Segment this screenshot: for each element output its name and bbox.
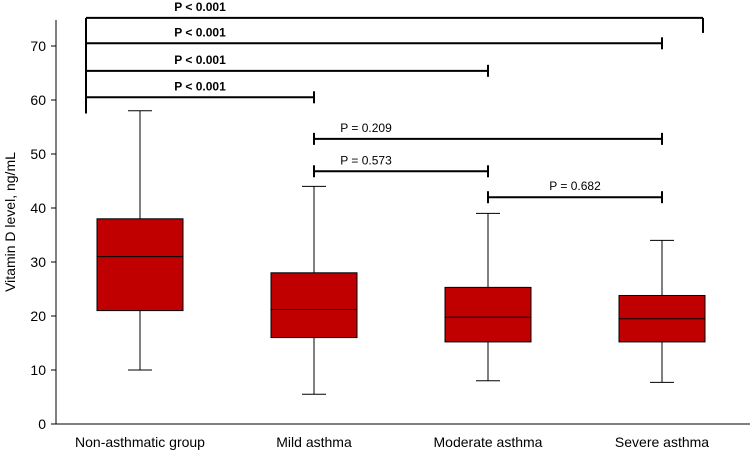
p-value-label: P < 0.001 [174, 53, 226, 67]
comparison-3: P < 0.001 [85, 53, 489, 114]
y-tick-label: 40 [30, 200, 46, 216]
box-4 [618, 239, 706, 383]
p-value-label: P < 0.001 [174, 79, 226, 93]
p-value-label: P < 0.001 [174, 0, 226, 14]
comparison-7: P = 0.682 [487, 179, 663, 204]
boxes [96, 110, 706, 395]
y-ticks: 0 10 20 30 40 50 60 70 [30, 38, 56, 432]
y-tick-label: 30 [30, 254, 46, 270]
x-tick-label: Mild asthma [276, 434, 352, 450]
box-2 [270, 185, 358, 395]
y-tick-label: 50 [30, 146, 46, 162]
y-tick-label: 60 [30, 92, 46, 108]
x-tick-label: Moderate asthma [434, 434, 543, 450]
comparison-4: P < 0.001 [85, 79, 315, 114]
iqr-box [270, 272, 358, 339]
box-1 [96, 110, 184, 371]
y-tick-label: 0 [38, 416, 46, 432]
axes [55, 20, 750, 425]
p-value-label: P = 0.682 [549, 179, 601, 193]
p-value-label: P = 0.573 [340, 153, 392, 167]
comparison-1: P < 0.001 [85, 0, 704, 114]
comparison-6: P = 0.573 [313, 153, 489, 178]
comparison-2: P < 0.001 [85, 25, 663, 114]
x-tick-label: Non-asthmatic group [75, 434, 205, 450]
comparison-5: P = 0.209 [313, 121, 663, 145]
x-tick-label: Severe asthma [615, 434, 709, 450]
p-value-label: P = 0.209 [340, 121, 392, 135]
y-tick-label: 10 [30, 362, 46, 378]
box-3 [444, 212, 532, 382]
y-axis-label: Vitamin D level, ng/mL [2, 152, 18, 292]
y-tick-label: 20 [30, 308, 46, 324]
comparison-brackets: P < 0.001 P < 0.001 P < 0.001 P < 0.001 P = … [85, 0, 704, 204]
iqr-box [96, 218, 184, 312]
p-value-label: P < 0.001 [174, 25, 226, 39]
iqr-box [444, 286, 532, 343]
y-tick-label: 70 [30, 38, 46, 54]
x-tick-labels: Non-asthmatic group Mild asthma Moderate a… [75, 434, 709, 450]
